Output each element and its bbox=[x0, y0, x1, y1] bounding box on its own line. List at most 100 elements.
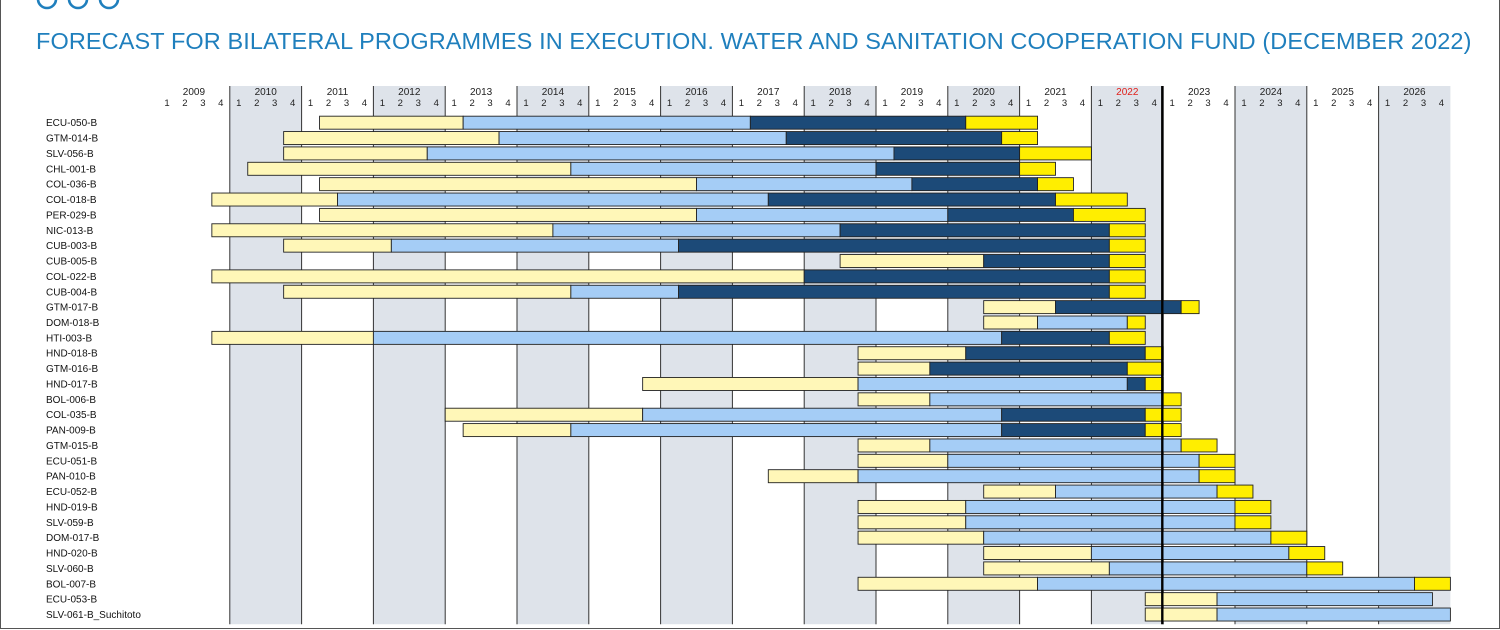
quarter-label: 4 bbox=[505, 98, 510, 109]
programme-label: GTM-017-B bbox=[46, 303, 99, 314]
bar-segment-light-blue bbox=[965, 499, 1236, 514]
bar-segment-light-blue bbox=[390, 238, 680, 253]
bar-segment-yellow bbox=[1019, 161, 1056, 176]
bar-segment-light-yellow bbox=[283, 131, 500, 146]
quarter-label: 4 bbox=[434, 98, 439, 109]
bar-segment-light-yellow bbox=[462, 423, 572, 438]
year-label: 2023 bbox=[1188, 87, 1211, 98]
bar-segment-yellow bbox=[1072, 207, 1146, 222]
programme-label: DOM-017-B bbox=[46, 533, 100, 544]
quarter-label: 3 bbox=[200, 98, 205, 109]
bar-segment-dark-blue bbox=[839, 223, 1110, 238]
bar-segment-light-blue bbox=[1055, 484, 1218, 499]
page-title: FORECAST FOR BILATERAL PROGRAMMES IN EXE… bbox=[36, 28, 1472, 54]
quarter-label: 4 bbox=[1223, 98, 1228, 109]
programme-label: ECU-052-B bbox=[46, 487, 97, 498]
year-label: 2019 bbox=[901, 87, 924, 98]
bar-segment-light-blue bbox=[857, 377, 1128, 391]
quarter-label: 3 bbox=[775, 98, 780, 109]
bar-segment-light-blue bbox=[1090, 546, 1290, 560]
programme-label: HND-018-B bbox=[46, 349, 98, 360]
bar-segment-dark-blue bbox=[678, 238, 1110, 253]
bar-segment-yellow bbox=[1108, 284, 1146, 299]
quarter-label: 1 bbox=[380, 98, 385, 109]
programme-label: ECU-053-B bbox=[46, 595, 97, 606]
quarter-label: 4 bbox=[1367, 98, 1372, 109]
programme-label: DOM-018-B bbox=[46, 318, 100, 329]
quarter-label: 1 bbox=[739, 98, 744, 109]
quarter-label: 4 bbox=[1152, 98, 1157, 109]
bar-segment-light-yellow bbox=[857, 499, 967, 514]
quarter-label: 4 bbox=[649, 98, 654, 109]
quarter-label: 3 bbox=[631, 98, 636, 109]
bar-segment-light-blue bbox=[1108, 561, 1308, 576]
bar-segment-light-blue bbox=[929, 438, 1182, 453]
quarter-label: 1 bbox=[1026, 98, 1031, 109]
bar-segment-dark-blue bbox=[911, 177, 1039, 192]
quarter-label: 2 bbox=[685, 98, 690, 109]
quarter-label: 3 bbox=[487, 98, 492, 109]
quarter-label: 2 bbox=[1403, 98, 1408, 109]
quarter-label: 1 bbox=[595, 98, 600, 109]
bar-segment-yellow bbox=[1019, 146, 1092, 161]
bar-segment-light-blue bbox=[570, 423, 1003, 438]
year-label: 2013 bbox=[470, 87, 493, 98]
quarter-label: 3 bbox=[1205, 98, 1210, 109]
bar-segment-yellow bbox=[1108, 330, 1146, 345]
quarter-label: 3 bbox=[344, 98, 349, 109]
year-label: 2022 bbox=[1116, 87, 1139, 98]
quarter-label: 2 bbox=[1331, 98, 1336, 109]
quarter-label: 1 bbox=[811, 98, 816, 109]
quarter-label: 4 bbox=[1080, 98, 1085, 109]
bar-segment-yellow bbox=[1126, 361, 1164, 376]
quarter-label: 2 bbox=[613, 98, 618, 109]
quarter-label: 3 bbox=[272, 98, 277, 109]
quarter-label: 3 bbox=[1277, 98, 1282, 109]
year-label: 2010 bbox=[255, 87, 278, 98]
bar-segment-yellow bbox=[1234, 499, 1272, 514]
bar-segment-dark-blue bbox=[929, 361, 1128, 376]
bar-segment-light-blue bbox=[1037, 576, 1415, 591]
quarter-label: 3 bbox=[1349, 98, 1354, 109]
bar-segment-light-yellow bbox=[983, 300, 1056, 315]
bar-segment-yellow bbox=[1108, 223, 1146, 238]
bar-segment-light-yellow bbox=[319, 177, 697, 192]
programme-label: BOL-006-B bbox=[46, 395, 96, 406]
programme-label: HTI-003-B bbox=[46, 333, 92, 344]
bar-segment-yellow bbox=[1414, 576, 1451, 591]
quarter-label: 1 bbox=[1241, 98, 1246, 109]
year-label: 2012 bbox=[398, 87, 421, 98]
quarter-label: 2 bbox=[469, 98, 474, 109]
bar-segment-light-yellow bbox=[857, 530, 985, 545]
bar-segment-light-yellow bbox=[1144, 592, 1218, 607]
bar-segment-yellow bbox=[1180, 300, 1200, 315]
bar-segment-light-yellow bbox=[211, 192, 338, 207]
bar-segment-light-blue bbox=[696, 177, 913, 192]
quarter-label: 4 bbox=[936, 98, 941, 109]
bar-segment-light-yellow bbox=[983, 484, 1056, 499]
bar-segment-light-yellow bbox=[839, 254, 985, 268]
year-label: 2018 bbox=[829, 87, 852, 98]
bar-segment-yellow bbox=[1306, 561, 1344, 576]
bar-segment-light-blue bbox=[1037, 315, 1128, 330]
quarter-label: 4 bbox=[1008, 98, 1013, 109]
programme-label: GTM-014-B bbox=[46, 134, 99, 145]
quarter-label: 3 bbox=[1421, 98, 1426, 109]
bar-segment-light-yellow bbox=[1144, 607, 1218, 622]
bar-segment-light-yellow bbox=[857, 576, 1038, 591]
bar-segment-yellow bbox=[1126, 315, 1146, 330]
year-label: 2016 bbox=[685, 87, 708, 98]
bar-segment-light-yellow bbox=[211, 223, 554, 238]
year-label: 2009 bbox=[183, 87, 206, 98]
quarter-label: 2 bbox=[757, 98, 762, 109]
quarter-label: 1 bbox=[452, 98, 457, 109]
quarter-label: 1 bbox=[1313, 98, 1318, 109]
quarter-label: 2 bbox=[900, 98, 905, 109]
bar-segment-light-blue bbox=[570, 161, 877, 176]
quarter-label: 4 bbox=[1439, 98, 1444, 109]
bar-segment-light-yellow bbox=[211, 330, 374, 345]
year-label: 2017 bbox=[757, 87, 780, 98]
bar-segment-light-yellow bbox=[283, 284, 572, 299]
bar-segment-light-yellow bbox=[983, 561, 1110, 576]
